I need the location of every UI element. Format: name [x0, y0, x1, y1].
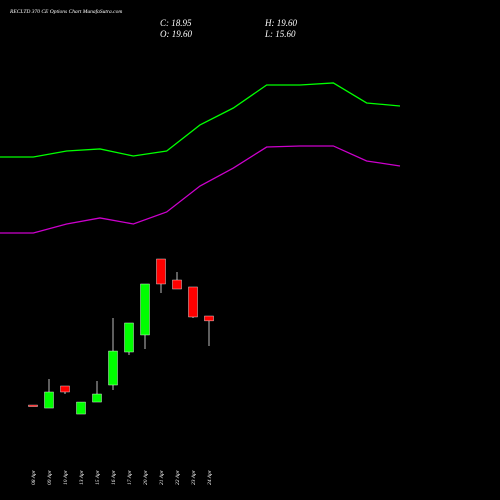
band-line: [0, 145, 401, 234]
x-tick-label: 23 Apr: [191, 469, 197, 485]
low-label: L: 15.60: [264, 29, 296, 39]
candle-body: [92, 393, 102, 403]
candle-body: [156, 258, 166, 285]
x-tick-label: 16 Apr: [111, 469, 117, 485]
candle-body: [204, 315, 214, 322]
x-tick-label: 24 Apr: [206, 469, 213, 485]
open-label: O: 19.60: [160, 29, 192, 39]
candle-body: [172, 279, 182, 290]
x-tick-label: 22 Apr: [175, 469, 181, 485]
candle-body: [188, 286, 198, 318]
candle-body: [108, 350, 118, 386]
candle-body: [140, 283, 150, 336]
candle-body: [76, 401, 86, 415]
chart-title: RECLTD 370 CE Options Chart MunafaSutra.…: [9, 8, 122, 15]
high-label: H: 19.60: [264, 18, 297, 28]
x-tick-label: 10 Apr: [63, 469, 69, 485]
x-tick-label: 21 Apr: [159, 469, 165, 485]
close-label: C: 18.95: [160, 18, 192, 28]
x-tick-label: 08 Apr: [31, 469, 37, 485]
x-tick-label: 20 Apr: [143, 469, 149, 485]
x-tick-label: 09 Apr: [47, 469, 53, 485]
candle-body: [60, 385, 70, 393]
x-tick-label: 13 Apr: [79, 469, 85, 485]
x-tick-label: 17 Apr: [127, 469, 133, 485]
candle-body: [28, 404, 38, 407]
band-line: [0, 82, 401, 158]
x-tick-label: 15 Apr: [95, 469, 101, 485]
candle-body: [44, 391, 54, 409]
candle-body: [124, 322, 134, 353]
